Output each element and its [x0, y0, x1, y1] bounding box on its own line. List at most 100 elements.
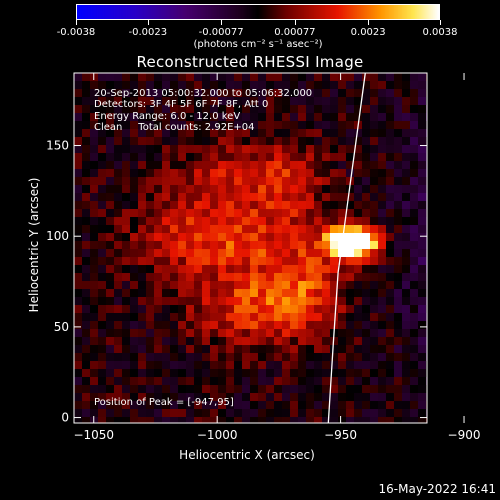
heatmap-cell	[154, 209, 163, 218]
heatmap-cell	[370, 377, 379, 386]
annotation-method-counts: Clean Total counts: 2.92E+04	[94, 122, 255, 133]
heatmap-cell	[274, 353, 283, 362]
heatmap-cell	[90, 297, 99, 306]
heatmap-cell	[418, 417, 427, 424]
heatmap-cell	[178, 305, 187, 314]
heatmap-cell	[122, 377, 131, 386]
heatmap-cell	[210, 321, 219, 330]
heatmap-cell	[234, 89, 243, 98]
heatmap-cell	[314, 313, 323, 322]
heatmap-cell	[154, 105, 163, 114]
heatmap-cell	[362, 281, 371, 290]
heatmap-cell	[282, 201, 291, 210]
heatmap-cell	[186, 105, 195, 114]
heatmap-cell	[354, 97, 363, 106]
heatmap-cell	[130, 401, 139, 410]
heatmap-cell	[194, 393, 203, 402]
heatmap-cell	[218, 137, 227, 146]
heatmap-cell	[122, 113, 131, 122]
heatmap-cell	[370, 297, 379, 306]
heatmap-cell	[298, 177, 307, 186]
heatmap-cell	[74, 353, 83, 362]
heatmap-cell	[210, 153, 219, 162]
heatmap-cell	[154, 377, 163, 386]
heatmap-cell	[410, 97, 419, 106]
heatmap-cell	[378, 145, 387, 154]
heatmap-cell	[218, 417, 227, 424]
heatmap-cell	[378, 353, 387, 362]
heatmap-cell	[202, 233, 211, 242]
heatmap-cell	[394, 329, 403, 338]
heatmap-cell	[210, 393, 219, 402]
heatmap-cell	[378, 193, 387, 202]
heatmap-cell	[234, 153, 243, 162]
heatmap-cell	[354, 313, 363, 322]
heatmap-cell	[402, 193, 411, 202]
heatmap-cell	[106, 217, 115, 226]
heatmap-cell	[410, 121, 419, 130]
heatmap-cell	[178, 73, 187, 82]
heatmap-cell	[146, 409, 155, 418]
heatmap-cell	[250, 145, 259, 154]
heatmap-cell	[410, 113, 419, 122]
heatmap-cell	[266, 273, 275, 282]
heatmap-cell	[218, 177, 227, 186]
heatmap-cell	[234, 281, 243, 290]
heatmap-cell	[74, 417, 83, 424]
heatmap-cell	[330, 369, 339, 378]
heatmap-cell	[162, 225, 171, 234]
heatmap-cell	[154, 265, 163, 274]
heatmap-cell	[74, 345, 83, 354]
heatmap-cell	[170, 105, 179, 114]
heatmap-cell	[162, 257, 171, 266]
heatmap-cell	[410, 145, 419, 154]
heatmap-cell	[290, 169, 299, 178]
heatmap-cell	[290, 105, 299, 114]
heatmap-cell	[274, 177, 283, 186]
heatmap-cell	[106, 337, 115, 346]
heatmap-cell	[170, 153, 179, 162]
heatmap-cell	[258, 97, 267, 106]
heatmap-cell	[290, 329, 299, 338]
heatmap-cell	[394, 145, 403, 154]
heatmap-cell	[194, 233, 203, 242]
heatmap-cell	[330, 337, 339, 346]
heatmap-cell	[114, 97, 123, 106]
heatmap-cell	[298, 185, 307, 194]
heatmap-cell	[122, 121, 131, 130]
heatmap-cell	[266, 121, 275, 130]
heatmap-cell	[122, 185, 131, 194]
heatmap-cell	[82, 137, 91, 146]
heatmap-cell	[146, 249, 155, 258]
heatmap-cell	[386, 193, 395, 202]
heatmap-cell	[346, 313, 355, 322]
heatmap-cell	[266, 249, 275, 258]
heatmap-cell	[314, 385, 323, 394]
heatmap-cell	[362, 169, 371, 178]
heatmap-cell	[370, 177, 379, 186]
heatmap-cell	[122, 361, 131, 370]
heatmap-cell	[354, 289, 363, 298]
heatmap-cell	[346, 209, 355, 218]
heatmap-cell	[122, 145, 131, 154]
heatmap-cell	[98, 401, 107, 410]
heatmap-cell	[130, 393, 139, 402]
heatmap-cell	[418, 193, 427, 202]
heatmap-cell	[378, 345, 387, 354]
heatmap-cell	[306, 337, 315, 346]
heatmap-cell	[394, 241, 403, 250]
heatmap-cell	[194, 225, 203, 234]
heatmap-cell	[266, 113, 275, 122]
heatmap-cell	[234, 337, 243, 346]
heatmap-cell	[338, 201, 347, 210]
heatmap-cell	[338, 281, 347, 290]
heatmap-cell	[290, 305, 299, 314]
heatmap-cell	[146, 273, 155, 282]
heatmap-cell	[290, 417, 299, 424]
heatmap-cell	[354, 273, 363, 282]
heatmap-cell	[338, 105, 347, 114]
heatmap-cell	[162, 201, 171, 210]
heatmap-cell	[74, 193, 83, 202]
heatmap-cell	[338, 217, 347, 226]
heatmap-cell	[218, 297, 227, 306]
